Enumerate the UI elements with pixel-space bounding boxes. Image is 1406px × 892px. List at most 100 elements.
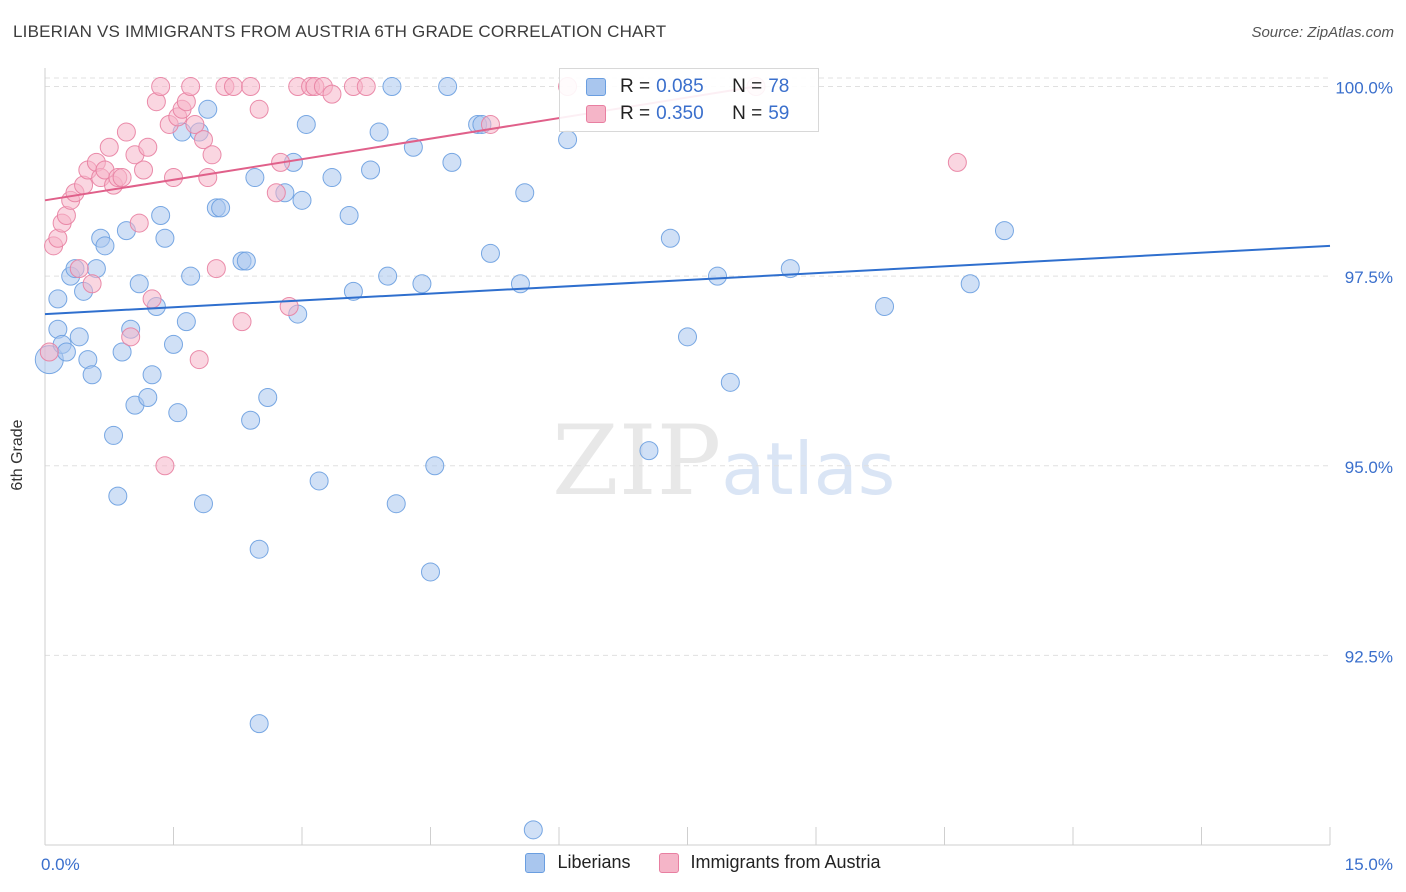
data-point bbox=[309, 471, 329, 491]
trend-line-liberians bbox=[44, 244, 1331, 316]
series-legend: Liberians Immigrants from Austria bbox=[0, 852, 1406, 873]
watermark-atlas: atlas bbox=[721, 427, 896, 511]
data-point bbox=[155, 228, 175, 248]
data-point bbox=[223, 77, 243, 97]
data-point bbox=[69, 259, 89, 279]
legend-swatch-austria bbox=[658, 852, 679, 873]
series-liberians bbox=[34, 77, 1014, 840]
data-point bbox=[523, 820, 543, 840]
legend-r-label: R = bbox=[620, 103, 651, 124]
data-point bbox=[155, 456, 175, 476]
legend-label-liberians: Liberians bbox=[557, 852, 631, 872]
data-point bbox=[382, 77, 402, 97]
legend-r-label: R = bbox=[620, 76, 651, 97]
data-point bbox=[412, 274, 432, 294]
series-austria bbox=[39, 77, 967, 476]
data-point bbox=[241, 77, 261, 97]
data-point bbox=[947, 152, 967, 172]
legend-swatch-liberians bbox=[525, 852, 546, 873]
data-point bbox=[515, 183, 535, 203]
legend-r-value: 0.350 bbox=[656, 103, 704, 124]
data-point bbox=[129, 213, 149, 233]
data-point bbox=[121, 327, 141, 347]
data-point bbox=[82, 274, 102, 294]
data-point bbox=[343, 281, 363, 301]
legend-label-austria: Immigrants from Austria bbox=[690, 852, 881, 872]
data-point bbox=[142, 289, 162, 309]
data-point bbox=[660, 228, 680, 248]
data-point bbox=[258, 388, 278, 408]
data-point bbox=[558, 130, 578, 150]
data-point bbox=[198, 99, 218, 119]
data-point bbox=[292, 190, 312, 210]
data-point bbox=[99, 137, 119, 157]
grid-lines bbox=[45, 77, 1330, 656]
data-point bbox=[168, 403, 188, 423]
legend-swatch-austria bbox=[586, 105, 606, 123]
data-point bbox=[249, 539, 269, 559]
data-point bbox=[82, 365, 102, 385]
correlation-legend: R = 0.085 N = 78 R = 0.350 N = 59 bbox=[559, 68, 819, 132]
data-point bbox=[249, 99, 269, 119]
data-point bbox=[108, 486, 128, 506]
data-points bbox=[34, 77, 1014, 840]
data-point bbox=[116, 122, 136, 142]
data-point bbox=[339, 205, 359, 225]
data-point bbox=[198, 168, 218, 188]
data-point bbox=[480, 243, 500, 263]
watermark-zip: ZIP bbox=[552, 405, 722, 517]
data-point bbox=[193, 130, 213, 150]
data-point bbox=[232, 312, 252, 332]
legend-n-value: 78 bbox=[768, 76, 790, 97]
x-tick-label: 15.0% bbox=[1345, 855, 1393, 874]
data-point bbox=[322, 84, 342, 104]
data-point bbox=[249, 714, 269, 734]
data-point bbox=[960, 274, 980, 294]
legend-item-liberians: Liberians bbox=[525, 852, 631, 873]
data-point bbox=[181, 77, 201, 97]
data-point bbox=[181, 266, 201, 286]
legend-swatch-liberians bbox=[586, 78, 606, 96]
data-point bbox=[104, 425, 124, 445]
legend-row-liberians: R = 0.085 N = 78 bbox=[586, 75, 789, 99]
data-point bbox=[245, 168, 265, 188]
data-point bbox=[138, 137, 158, 157]
data-point bbox=[678, 327, 697, 347]
y-tick-label: 100.0% bbox=[1335, 79, 1393, 98]
data-point bbox=[142, 365, 162, 385]
watermark: ZIPatlas bbox=[552, 405, 895, 517]
data-point bbox=[211, 198, 231, 218]
data-point bbox=[56, 342, 76, 362]
data-point bbox=[639, 441, 659, 461]
chart-title: LIBERIAN VS IMMIGRANTS FROM AUSTRIA 6TH … bbox=[13, 22, 667, 41]
data-point bbox=[206, 259, 226, 279]
data-point bbox=[193, 494, 213, 514]
data-point bbox=[189, 350, 209, 370]
data-point bbox=[134, 160, 154, 180]
data-point bbox=[442, 152, 462, 172]
data-point bbox=[322, 168, 342, 188]
data-point bbox=[296, 114, 316, 134]
data-point bbox=[129, 274, 149, 294]
legend-n-label: N = bbox=[732, 103, 763, 124]
data-point bbox=[151, 205, 171, 225]
data-point bbox=[266, 183, 286, 203]
data-point bbox=[138, 388, 158, 408]
legend-r-value: 0.085 bbox=[656, 76, 704, 97]
data-point bbox=[994, 221, 1014, 241]
data-point bbox=[780, 259, 800, 279]
data-point bbox=[164, 334, 183, 354]
data-point bbox=[720, 372, 740, 392]
data-point bbox=[425, 456, 445, 476]
y-tick-label: 97.5% bbox=[1345, 268, 1393, 287]
data-point bbox=[369, 122, 389, 142]
data-point bbox=[421, 562, 440, 582]
data-point bbox=[236, 251, 256, 271]
data-point bbox=[164, 168, 183, 188]
legend-item-austria: Immigrants from Austria bbox=[658, 852, 881, 873]
tick-labels: 92.5% 95.0% 97.5% 100.0% 0.0% 15.0% bbox=[41, 79, 1393, 874]
data-point bbox=[176, 312, 196, 332]
data-point bbox=[875, 296, 895, 316]
y-tick-label: 92.5% bbox=[1345, 647, 1393, 666]
